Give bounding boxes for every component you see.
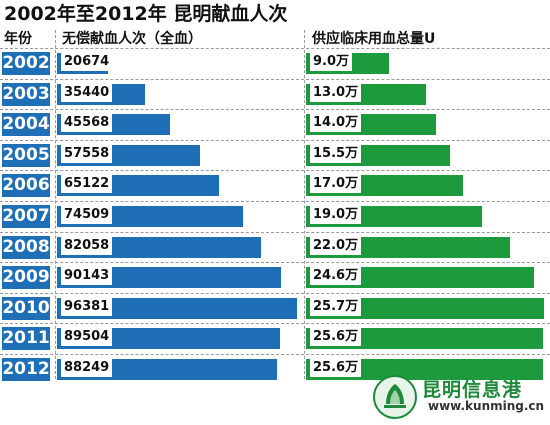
table-row: 2005 57558 15.5万: [0, 139, 550, 170]
supply-bar: 15.5万: [306, 144, 450, 166]
table-row: 2012 88249 25.6万: [0, 354, 550, 384]
year-label: 2007: [2, 205, 50, 228]
donations-bar: 88249: [57, 359, 277, 380]
year-label: 2011: [2, 327, 50, 351]
kunming-info-hub-logo-icon: [373, 375, 417, 419]
year-label: 2002: [2, 52, 50, 75]
table-row: 2003 35440 13.0万: [0, 78, 550, 109]
donations-value-label: 88249: [61, 359, 113, 377]
table-row: 2006 65122 17.0万: [0, 170, 550, 200]
supply-bar: 22.0万: [306, 236, 510, 258]
supply-bar: 19.0万: [306, 206, 482, 227]
supply-value-label: 25.7万: [310, 297, 362, 316]
table-row: 2002 20674 9.0万: [0, 48, 550, 78]
row-separator: [0, 323, 550, 325]
year-label: 2009: [2, 266, 50, 290]
donations-value-label: 20674: [61, 53, 113, 71]
table-row: 2007 74509 19.0万: [0, 201, 550, 231]
chart-title: 2002年至2012年 昆明献血人次: [4, 3, 288, 25]
row-separator: [0, 109, 550, 111]
watermark-site-name: 昆明信息港: [422, 379, 523, 401]
donations-bar: 20674: [57, 53, 113, 74]
table-row: 2009 90143 24.6万: [0, 262, 550, 292]
table-row: 2011 89504 25.6万: [0, 323, 550, 353]
supply-column-header: 供应临床用血总量U: [312, 31, 436, 47]
supply-value-label: 17.0万: [310, 175, 362, 194]
donations-value-label: 96381: [61, 297, 113, 316]
supply-value-label: 15.5万: [310, 144, 362, 163]
supply-value-label: 22.0万: [310, 236, 362, 255]
row-separator: [0, 201, 550, 202]
year-column-header: 年份: [4, 31, 32, 47]
supply-value-label: 13.0万: [310, 83, 362, 102]
row-separator: [0, 139, 550, 141]
year-label: 2010: [2, 296, 50, 320]
row-separator: [0, 48, 550, 49]
year-label: 2004: [2, 113, 50, 137]
row-separator: [0, 262, 550, 264]
supply-value-label: 25.6万: [310, 328, 362, 347]
supply-value-label: 14.0万: [310, 114, 362, 133]
supply-bar: 25.6万: [306, 359, 543, 380]
row-separator: [0, 292, 550, 294]
column-divider-year: [55, 30, 56, 379]
donations-column-header: 无偿献血人次（全血）: [62, 31, 202, 47]
donations-bar: 74509: [57, 206, 243, 227]
donations-bar: 45568: [57, 114, 170, 136]
donations-value-label: 74509: [61, 206, 113, 224]
supply-bar: 13.0万: [306, 83, 426, 105]
supply-bar: 9.0万: [306, 53, 389, 74]
donations-value-label: 89504: [61, 328, 113, 347]
year-label: 2005: [2, 143, 50, 167]
row-separator: [0, 170, 550, 172]
year-label: 2006: [2, 174, 50, 198]
year-label: 2003: [2, 82, 50, 106]
donations-value-label: 57558: [61, 144, 113, 163]
supply-bar: 25.7万: [306, 297, 544, 319]
supply-value-label: 19.0万: [310, 206, 362, 224]
watermark-logo: 昆明信息港 www.kunming.cn: [372, 372, 546, 422]
year-label: 2008: [2, 235, 50, 259]
column-divider-supply: [304, 30, 305, 379]
supply-bar: 25.6万: [306, 328, 543, 350]
supply-value-label: 25.6万: [310, 359, 362, 377]
supply-value-label: 24.6万: [310, 267, 362, 286]
donations-bar: 57558: [57, 144, 200, 166]
donations-value-label: 35440: [61, 83, 113, 102]
donations-value-label: 90143: [61, 267, 113, 286]
donations-bar: 35440: [57, 83, 145, 105]
donations-value-label: 45568: [61, 114, 113, 133]
table-row: 2004 45568 14.0万: [0, 109, 550, 139]
supply-bar: 24.6万: [306, 267, 534, 289]
supply-bar: 14.0万: [306, 114, 436, 136]
row-separator: [0, 354, 550, 355]
year-label: 2012: [2, 358, 50, 381]
donations-bar: 90143: [57, 267, 281, 289]
table-row: 2008 82058 22.0万: [0, 231, 550, 262]
donations-bar: 82058: [57, 236, 261, 258]
donations-bar: 89504: [57, 328, 280, 350]
row-separator: [0, 78, 550, 80]
donations-value-label: 65122: [61, 175, 113, 194]
donations-bar: 96381: [57, 297, 297, 319]
supply-bar: 17.0万: [306, 175, 463, 197]
row-separator: [0, 231, 550, 233]
donations-bar: 65122: [57, 175, 219, 197]
table-row: 2010 96381 25.7万: [0, 292, 550, 323]
supply-value-label: 9.0万: [310, 53, 353, 71]
watermark-site-url: www.kunming.cn: [428, 399, 545, 413]
donations-value-label: 82058: [61, 236, 113, 255]
